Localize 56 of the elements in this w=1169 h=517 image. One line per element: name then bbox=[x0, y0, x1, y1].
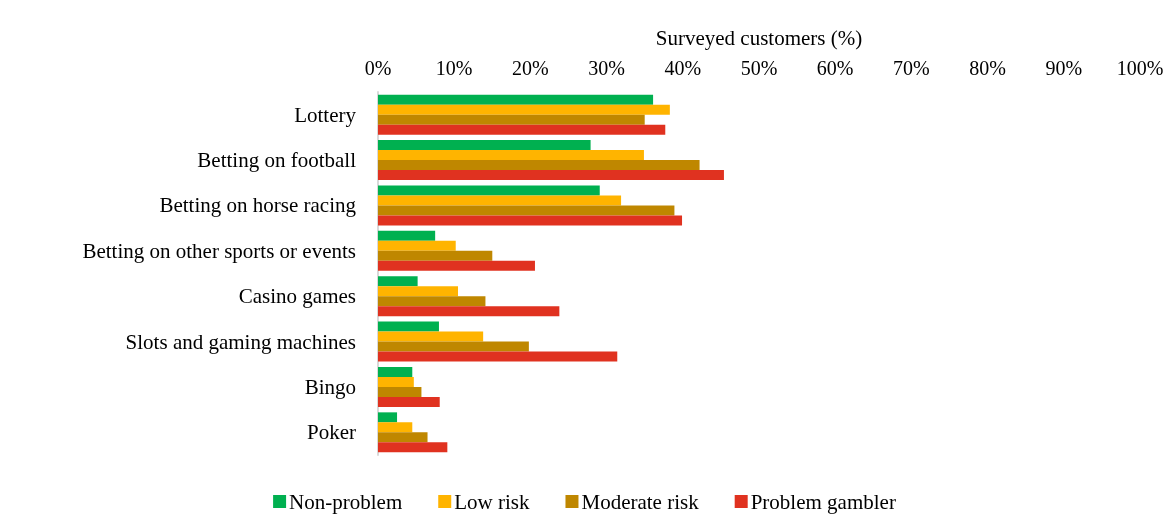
bar bbox=[378, 366, 413, 377]
bar bbox=[378, 286, 459, 297]
bar bbox=[378, 296, 486, 307]
legend-label: Problem gambler bbox=[750, 489, 896, 514]
y-tick-label: Lottery bbox=[294, 102, 357, 127]
legend-label: Moderate risk bbox=[581, 489, 700, 514]
bar bbox=[378, 94, 654, 105]
y-tick-label: Bingo bbox=[304, 374, 356, 399]
x-tick-label: 80% bbox=[969, 57, 1006, 79]
y-tick-label: Slots and gaming machines bbox=[125, 329, 356, 354]
bar bbox=[378, 114, 645, 125]
x-tick-label: 30% bbox=[588, 57, 625, 79]
bar bbox=[378, 160, 700, 171]
y-tick-label: Casino games bbox=[238, 284, 356, 309]
bar bbox=[378, 240, 456, 251]
bar bbox=[378, 351, 618, 362]
legend-label: Non-problem bbox=[289, 489, 403, 514]
bar bbox=[378, 276, 418, 287]
x-tick-label: 70% bbox=[893, 57, 930, 79]
bar bbox=[378, 260, 535, 271]
bar bbox=[378, 104, 670, 115]
x-tick-label: 0% bbox=[364, 57, 392, 79]
bar bbox=[378, 341, 529, 352]
y-tick-label: Betting on horse racing bbox=[159, 193, 357, 218]
x-tick-label: 50% bbox=[740, 57, 778, 79]
bar bbox=[378, 306, 560, 317]
x-tick-label: 20% bbox=[512, 57, 549, 79]
x-tick-label: 90% bbox=[1045, 57, 1083, 79]
bar bbox=[378, 215, 683, 226]
bar bbox=[378, 185, 600, 196]
bar bbox=[378, 432, 428, 443]
x-tick-label: 100% bbox=[1116, 57, 1164, 79]
x-tick-label: 10% bbox=[435, 57, 473, 79]
bar bbox=[378, 250, 493, 261]
bar bbox=[378, 396, 440, 407]
bar bbox=[378, 140, 591, 151]
x-tick-label: 60% bbox=[816, 57, 854, 79]
y-tick-label: Poker bbox=[307, 420, 356, 445]
x-axis-title: Surveyed customers (%) bbox=[655, 25, 863, 50]
bar bbox=[378, 124, 666, 135]
bar bbox=[378, 230, 436, 241]
bar bbox=[378, 386, 422, 397]
y-tick-label: Betting on football bbox=[197, 148, 357, 173]
bar bbox=[378, 205, 675, 216]
bar bbox=[378, 412, 398, 423]
x-tick-label: 40% bbox=[664, 57, 702, 79]
bar bbox=[378, 331, 484, 342]
legend-label: Low risk bbox=[454, 489, 530, 514]
bar bbox=[378, 170, 724, 181]
bar bbox=[378, 195, 622, 206]
bar bbox=[378, 442, 448, 453]
bar bbox=[378, 422, 413, 433]
y-tick-label: Betting on other sports or events bbox=[82, 238, 356, 263]
bar bbox=[378, 150, 644, 161]
bar bbox=[378, 376, 414, 387]
bar bbox=[378, 321, 439, 332]
